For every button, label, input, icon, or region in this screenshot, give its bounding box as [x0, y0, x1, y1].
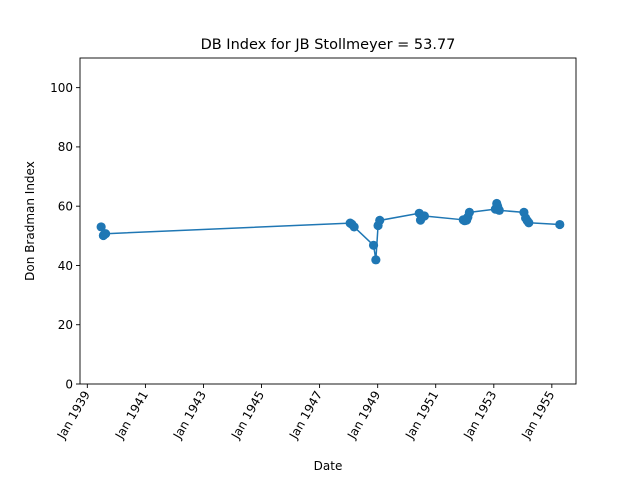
- x-tick-label: Jan 1953: [460, 389, 499, 443]
- data-point: [494, 205, 504, 215]
- y-axis-label: Don Bradman Index: [23, 161, 37, 281]
- data-point: [100, 229, 111, 239]
- y-tick-label: 0: [65, 377, 73, 391]
- data-point: [96, 222, 106, 232]
- y-tick-label: 100: [50, 81, 73, 95]
- data-point: [349, 222, 359, 232]
- axes-frame: [79, 57, 577, 385]
- data-point: [371, 255, 381, 265]
- x-tick-label: Jan 1945: [228, 389, 267, 443]
- x-tick-label: Jan 1941: [112, 389, 151, 443]
- chart-title: DB Index for JB Stollmeyer = 53.77: [201, 37, 456, 53]
- plot-area: [96, 198, 565, 265]
- x-tick-label: Jan 1951: [402, 389, 441, 443]
- data-point: [555, 219, 565, 230]
- y-tick-label: 20: [58, 318, 73, 332]
- series-line: [100, 202, 560, 261]
- y-tick-label: 60: [58, 199, 73, 213]
- y-axis: 0 20 40 60 80 100: [50, 81, 80, 391]
- data-point: [368, 240, 379, 250]
- x-axis: Jan 1939 Jan 1941 Jan 1943 Jan 1945 Jan 1947…: [54, 384, 557, 443]
- x-tick-label: Jan 1943: [170, 389, 209, 443]
- data-point: [419, 211, 430, 221]
- x-tick-label: Jan 1947: [286, 389, 325, 443]
- data-point: [375, 215, 385, 226]
- x-tick-label: Jan 1949: [344, 389, 383, 443]
- data-point: [464, 207, 475, 218]
- x-tick-label: Jan 1939: [54, 389, 93, 443]
- x-tick-label: Jan 1955: [518, 389, 557, 443]
- y-tick-label: 40: [58, 259, 73, 273]
- data-point: [524, 218, 534, 228]
- y-tick-label: 80: [58, 140, 73, 154]
- x-axis-label: Date: [314, 459, 343, 473]
